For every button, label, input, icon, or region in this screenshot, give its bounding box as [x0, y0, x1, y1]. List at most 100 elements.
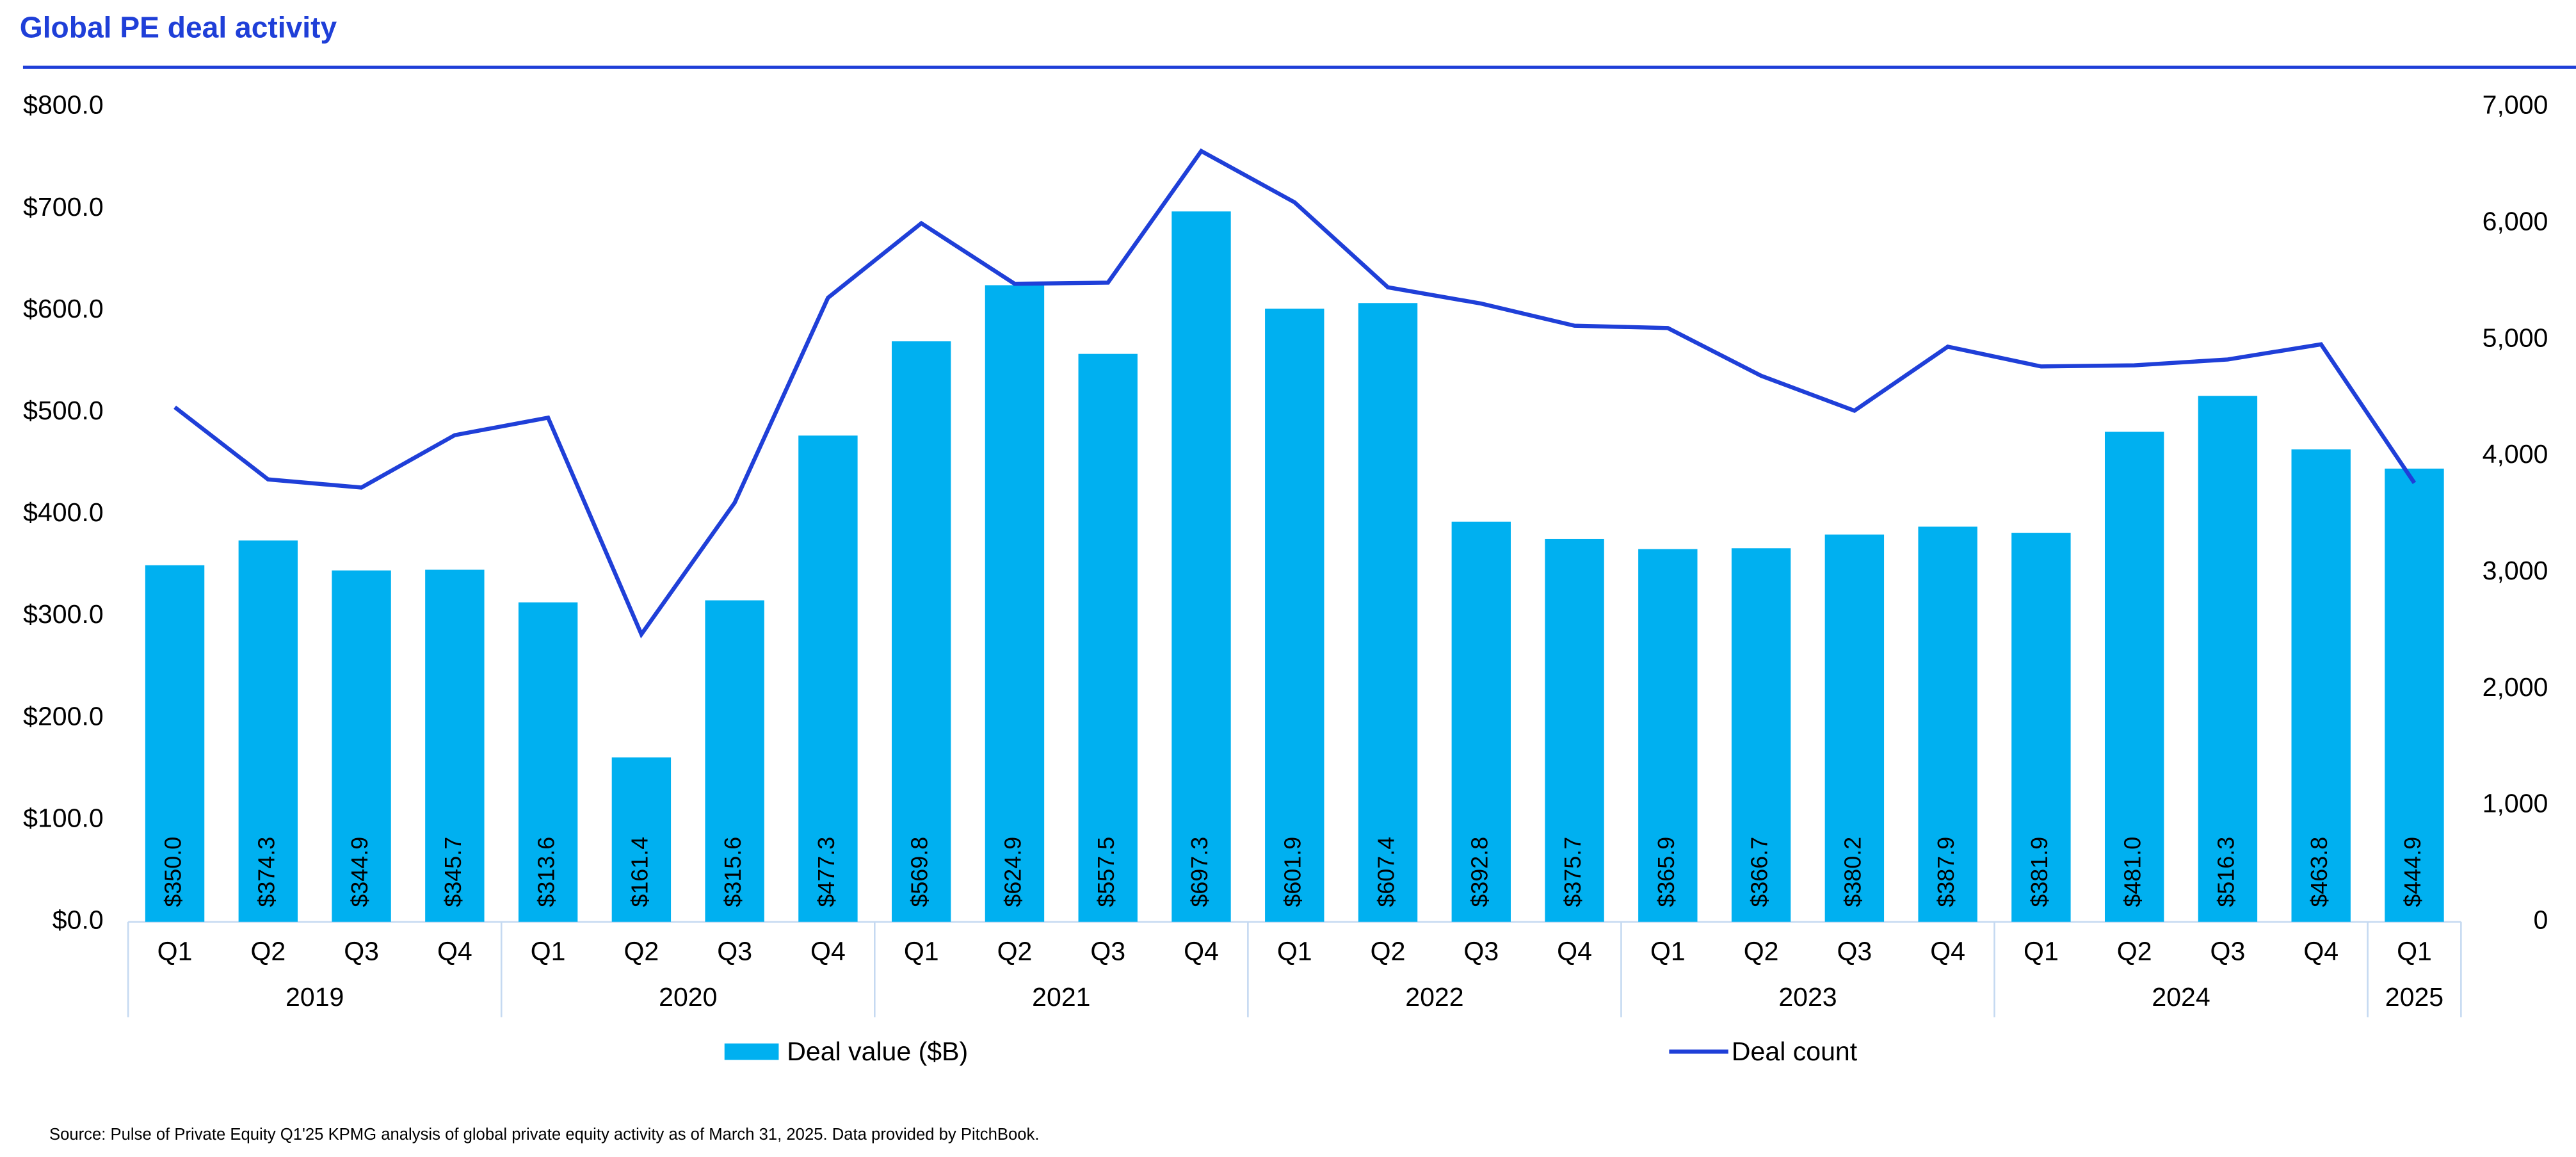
- bar: [1078, 353, 1138, 922]
- source-note: Source: Pulse of Private Equity Q1'25 KP…: [49, 1126, 1040, 1144]
- x-group-label: 2023: [1778, 982, 1837, 1012]
- legend-swatch: [724, 1043, 779, 1060]
- bar: [238, 540, 298, 922]
- x-tick-label: Q3: [344, 936, 379, 966]
- bar: [1731, 548, 1791, 922]
- x-tick-label: Q4: [810, 936, 846, 966]
- y2-tick-label: 4,000: [2483, 439, 2548, 469]
- data-label: $313.6: [533, 837, 559, 907]
- x-tick-label: Q4: [1184, 936, 1219, 966]
- data-label: $365.9: [1653, 837, 1679, 907]
- bar: [2385, 468, 2444, 922]
- data-label: $392.8: [1466, 837, 1492, 907]
- data-label: $557.5: [1093, 837, 1119, 907]
- data-label: $697.3: [1186, 837, 1212, 907]
- bar: [2291, 449, 2351, 922]
- x-tick-label: Q1: [1650, 936, 1686, 966]
- bar: [332, 570, 391, 922]
- y2-tick-label: 6,000: [2483, 207, 2548, 236]
- data-label: $624.9: [999, 837, 1026, 907]
- bar: [425, 569, 485, 922]
- x-tick-label: Q2: [624, 936, 659, 966]
- bar: [798, 435, 858, 922]
- x-tick-label: Q1: [157, 936, 193, 966]
- y2-tick-label: 1,000: [2483, 789, 2548, 818]
- x-tick-label: Q3: [1837, 936, 1872, 966]
- bar: [1638, 549, 1698, 922]
- bar: [985, 285, 1045, 922]
- data-label: $381.9: [2026, 837, 2052, 907]
- data-label: $444.9: [2399, 837, 2426, 907]
- data-label: $481.0: [2120, 837, 2146, 907]
- y-tick-label: $300.0: [23, 599, 104, 629]
- data-label: $569.8: [906, 837, 933, 907]
- x-tick-label: Q3: [717, 936, 752, 966]
- y2-tick-label: 3,000: [2483, 556, 2548, 585]
- y-tick-label: $500.0: [23, 396, 104, 425]
- bar: [1451, 521, 1511, 922]
- y2-tick-label: 5,000: [2483, 323, 2548, 352]
- bar: [1171, 211, 1231, 922]
- x-tick-label: Q2: [997, 936, 1033, 966]
- x-group-label: 2019: [286, 982, 344, 1012]
- x-tick-label: Q1: [531, 936, 566, 966]
- data-label: $516.3: [2212, 837, 2239, 907]
- x-tick-label: Q1: [904, 936, 939, 966]
- chart-title: Global PE deal activity: [20, 10, 337, 44]
- data-label: $374.3: [253, 837, 279, 907]
- data-label: $380.2: [1839, 837, 1865, 907]
- data-label: $607.4: [1373, 837, 1399, 907]
- bar: [518, 602, 578, 922]
- data-label: $601.9: [1280, 837, 1306, 907]
- y2-tick-label: 0: [2534, 905, 2548, 935]
- data-label: $344.9: [346, 837, 373, 907]
- y-tick-label: $600.0: [23, 294, 104, 323]
- x-tick-label: Q4: [1557, 936, 1592, 966]
- bar: [611, 757, 672, 922]
- legend-label: Deal count: [1732, 1037, 1858, 1066]
- y2-tick-label: 7,000: [2483, 90, 2548, 120]
- line: [173, 148, 2417, 639]
- x-group-label: 2024: [2152, 982, 2210, 1012]
- y-tick-label: $0.0: [52, 905, 104, 935]
- bar: [2198, 396, 2258, 922]
- bar: [1265, 309, 1324, 922]
- y-tick-label: $800.0: [23, 90, 104, 120]
- legend-label: Deal value ($B): [787, 1037, 968, 1066]
- x-group-label: 2022: [1405, 982, 1463, 1012]
- data-label: $161.4: [626, 837, 652, 907]
- x-tick-label: Q3: [1463, 936, 1499, 966]
- bar: [2104, 432, 2164, 922]
- x-tick-label: Q2: [2117, 936, 2152, 966]
- y-tick-label: $100.0: [23, 803, 104, 832]
- bar: [1824, 534, 1885, 922]
- y-tick-label: $200.0: [23, 701, 104, 731]
- x-group-label: 2021: [1032, 982, 1090, 1012]
- bar: [705, 600, 764, 922]
- y2-tick-label: 2,000: [2483, 672, 2548, 702]
- bar: [1918, 526, 1977, 922]
- y-tick-label: $700.0: [23, 192, 104, 222]
- x-tick-label: Q1: [2024, 936, 2059, 966]
- data-label: $345.7: [440, 837, 466, 907]
- x-tick-label: Q4: [1930, 936, 1965, 966]
- x-tick-label: Q4: [437, 936, 472, 966]
- data-label: $366.7: [1746, 837, 1773, 907]
- data-label: $463.8: [2306, 837, 2332, 907]
- y-tick-label: $400.0: [23, 498, 104, 527]
- x-tick-label: Q3: [2210, 936, 2246, 966]
- bar: [145, 565, 205, 922]
- x-tick-label: Q2: [1371, 936, 1406, 966]
- x-tick-label: Q4: [2303, 936, 2339, 966]
- data-label: $315.6: [720, 837, 746, 907]
- x-tick-label: Q1: [2397, 936, 2432, 966]
- x-tick-label: Q3: [1090, 936, 1125, 966]
- data-label: $375.7: [1559, 837, 1586, 907]
- data-label: $350.0: [160, 837, 186, 907]
- bar: [2011, 533, 2071, 922]
- x-group-label: 2025: [2385, 982, 2443, 1012]
- x-tick-label: Q1: [1277, 936, 1312, 966]
- data-label: $477.3: [813, 837, 839, 907]
